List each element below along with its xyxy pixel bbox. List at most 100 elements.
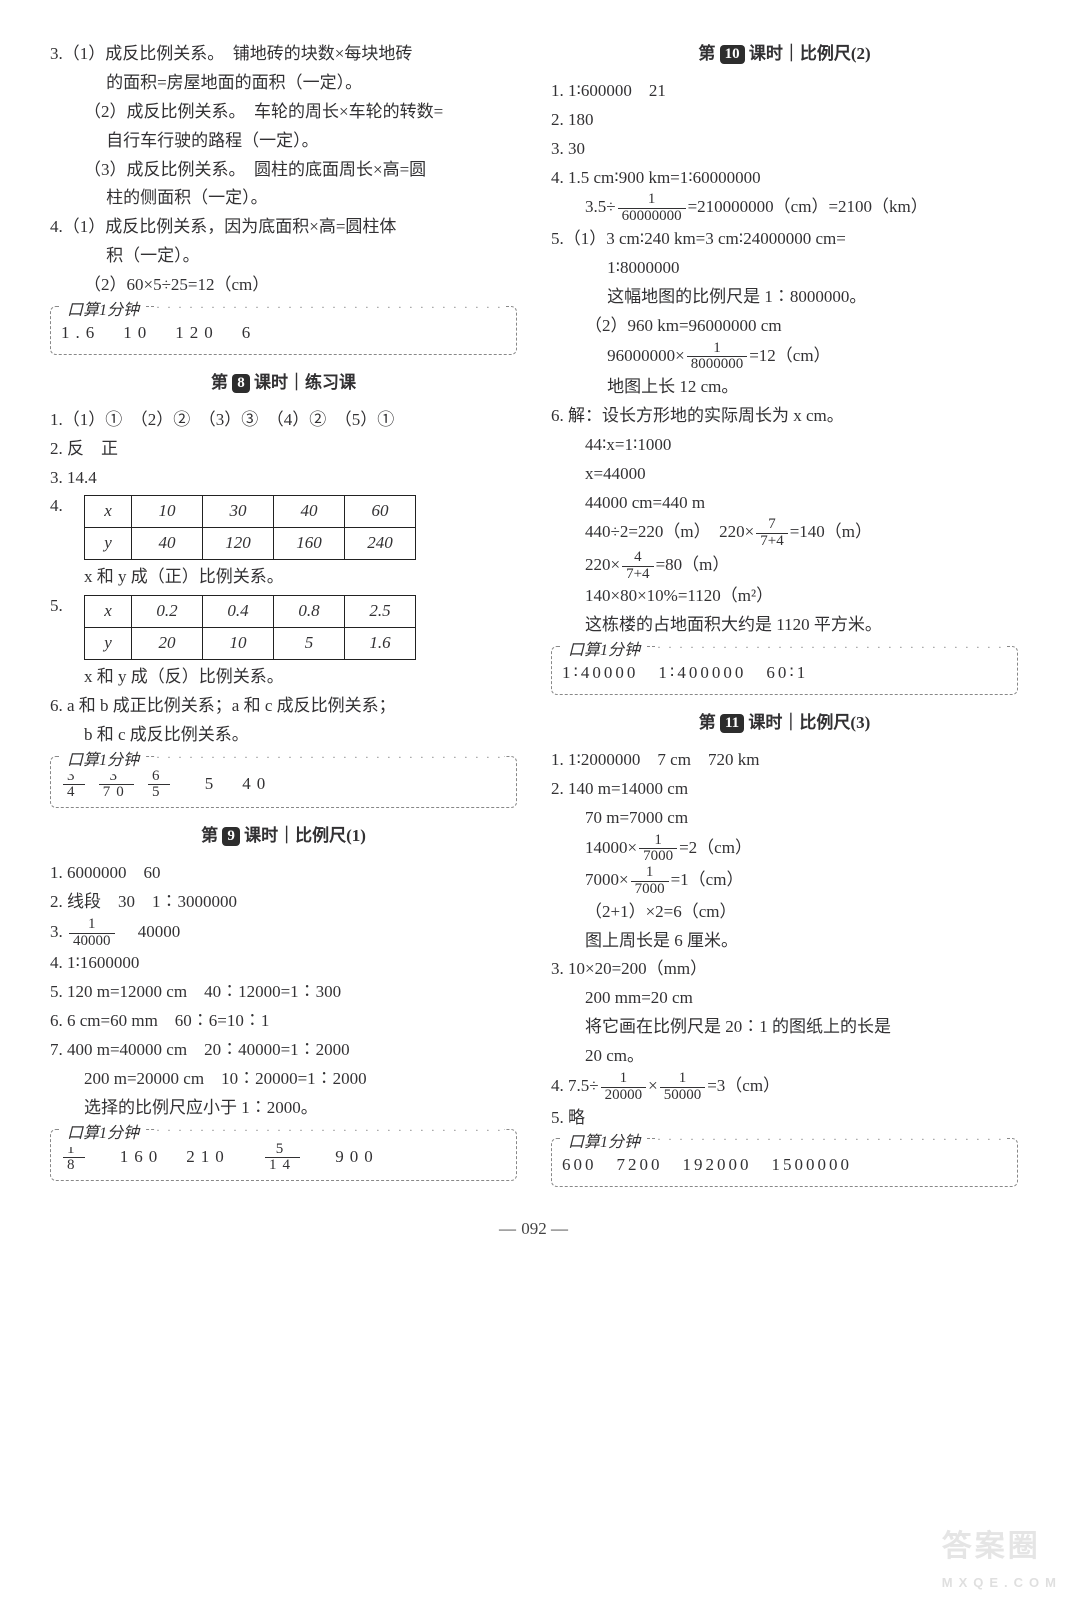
text: 3. 30 [551, 135, 1018, 164]
text: 5. 略 [551, 1104, 1018, 1133]
text: 200 m=20000 cm 10∶20000=1∶2000 [50, 1065, 517, 1094]
text: b 和 c 成反比例关系。 [50, 721, 517, 750]
text: 4. 7.5÷120000×150000=3（cm） [551, 1071, 1018, 1104]
text: 1. 6000000 60 [50, 859, 517, 888]
text: 1. 1∶2000000 7 cm 720 km [551, 746, 1018, 775]
text: （2）成反比例关系。 车轮的周长×车轮的转数= [50, 98, 517, 127]
section-title: 第 11 课时｜比例尺(3) [551, 709, 1018, 738]
text: 4. 1∶1600000 [50, 949, 517, 978]
text: 4.（1）成反比例关系，因为底面积×高=圆柱体 [50, 213, 517, 242]
text: 5.（1）3 cm∶240 km=3 cm∶24000000 cm= [551, 225, 1018, 254]
text: 3.5÷160000000=210000000（cm）=2100（km） [551, 192, 1018, 225]
table-row: x 0.2 0.4 0.8 2.5 [85, 596, 416, 628]
text: 柱的侧面积（一定）。 [50, 184, 517, 213]
fraction: 65 [148, 769, 170, 802]
text: 1.（1）① （2）② （3）③ （4）② （5）① [50, 406, 517, 435]
text: 的面积=房屋地面的面积（一定）。 [50, 69, 517, 98]
text: 将它画在比例尺是 20∶1 的图纸上的长是 [551, 1013, 1018, 1042]
table-row: y 20 10 5 1.6 [85, 628, 416, 660]
text: 3. 10×20=200（mm） [551, 955, 1018, 984]
mental-math-box: 口算1分钟 · · · · · · · · · · · · · · · · · … [50, 306, 517, 355]
text: x 和 y 成（反）比例关系。 [50, 663, 517, 692]
text: 3.（1）成反比例关系。 铺地砖的块数×每块地砖 [50, 40, 517, 69]
text: 2. 180 [551, 106, 1018, 135]
text: （3）成反比例关系。 圆柱的底面周长×高=圆 [50, 156, 517, 185]
text: 图上周长是 6 厘米。 [551, 927, 1018, 956]
fraction: 150000 [660, 1071, 706, 1104]
section-title: 第 8 课时｜练习课 [50, 369, 517, 398]
text: 3. 140000 40000 [50, 917, 517, 950]
mental-math-box: 口算1分钟 · · · · · · · · · · · · · · · · · … [551, 646, 1018, 695]
fraction: 120000 [601, 1071, 647, 1104]
text: 5. 120 m=12000 cm 40∶12000=1∶300 [50, 978, 517, 1007]
mental-math-box: 口算1分钟 · · · · · · · · · · · · · · · · · … [551, 1138, 1018, 1187]
box-title: 口算1分钟 [61, 297, 145, 324]
lesson-badge: 10 [720, 45, 745, 64]
text: 6. a 和 b 成正比例关系；a 和 c 成反比例关系； [50, 692, 517, 721]
mental-math-box: 口算1分钟 · · · · · · · · · · · · · · · · · … [50, 1129, 517, 1182]
table-5: x 0.2 0.4 0.8 2.5 y 20 10 5 1.6 [84, 595, 416, 660]
text: 2. 反 正 [50, 435, 517, 464]
text: 440÷2=220（m） 220×77+4=140（m） [551, 517, 1018, 550]
fraction: 17000 [631, 865, 669, 898]
text: 7. 400 m=40000 cm 20∶40000=1∶2000 [50, 1036, 517, 1065]
dots: · · · · · · · · · · · · · · · · · · · · … [156, 747, 504, 761]
text: x=44000 [551, 460, 1018, 489]
text: 4. 1.5 cm∶900 km=1∶60000000 [551, 164, 1018, 193]
text: 1∶8000000 [551, 254, 1018, 283]
text: 选择的比例尺应小于 1∶2000。 [50, 1094, 517, 1123]
text: 3. 14.4 [50, 464, 517, 493]
dots: · · · · · · · · · · · · · · · · · · · · … [657, 637, 1005, 651]
box-title: 口算1分钟 [61, 1120, 145, 1147]
text: 70 m=7000 cm [551, 804, 1018, 833]
text: （2）960 km=96000000 cm [551, 312, 1018, 341]
right-column: 第 10 课时｜比例尺(2) 1. 1∶600000 21 2. 180 3. … [551, 40, 1018, 1197]
text: 2. 线段 30 1∶3000000 [50, 888, 517, 917]
fraction: 77+4 [756, 517, 787, 550]
text: 44000 cm=440 m [551, 489, 1018, 518]
lesson-badge: 11 [720, 714, 744, 733]
text: 6. 6 cm=60 mm 60∶6=10∶1 [50, 1007, 517, 1036]
text: 20 cm。 [551, 1042, 1018, 1071]
text: （2）60×5÷25=12（cm） [50, 271, 517, 300]
section-title: 第 10 课时｜比例尺(2) [551, 40, 1018, 69]
text: x 和 y 成（正）比例关系。 [50, 563, 517, 592]
watermark: 答案圈 MXQE.COM [942, 1521, 1062, 1594]
page-number: — 092 — [50, 1215, 1018, 1244]
text: 这栋楼的占地面积大约是 1120 平方米。 [551, 611, 1018, 640]
dots: · · · · · · · · · · · · · · · · · · · · … [156, 1120, 504, 1134]
fraction: 140000 [69, 917, 115, 950]
text: 1. 1∶600000 21 [551, 77, 1018, 106]
text: 这幅地图的比例尺是 1∶8000000。 [551, 283, 1018, 312]
table-4: x 10 30 40 60 y 40 120 160 240 [84, 495, 416, 560]
text: 44∶x=1∶1000 [551, 431, 1018, 460]
text: 6. 解：设长方形地的实际周长为 x cm。 [551, 402, 1018, 431]
text: 自行车行驶的路程（一定）。 [50, 127, 517, 156]
table-row: x 10 30 40 60 [85, 496, 416, 528]
fraction: 47+4 [622, 550, 653, 583]
text: 14000×17000=2（cm） [551, 833, 1018, 866]
left-column: 3.（1）成反比例关系。 铺地砖的块数×每块地砖 的面积=房屋地面的面积（一定）… [50, 40, 517, 1197]
table-row: y 40 120 160 240 [85, 528, 416, 560]
text: 220×47+4=80（m） [551, 550, 1018, 583]
table-block: 5. x 0.2 0.4 0.8 2.5 y 20 10 5 1.6 [50, 592, 517, 663]
fraction: 18000000 [687, 341, 748, 374]
text: 200 mm=20 cm [551, 984, 1018, 1013]
text: 2. 140 m=14000 cm [551, 775, 1018, 804]
dots: · · · · · · · · · · · · · · · · · · · · … [657, 1129, 1005, 1143]
fraction: 17000 [639, 833, 677, 866]
box-title: 口算1分钟 [61, 747, 145, 774]
mental-math-box: 口算1分钟 · · · · · · · · · · · · · · · · · … [50, 756, 517, 809]
text: 地图上长 12 cm。 [551, 373, 1018, 402]
section-title: 第 9 课时｜比例尺(1) [50, 822, 517, 851]
lesson-badge: 9 [222, 827, 240, 846]
lesson-badge: 8 [232, 374, 250, 393]
text: 积（一定）。 [50, 242, 517, 271]
box-title: 口算1分钟 [562, 1129, 646, 1156]
text: 7000×17000=1（cm） [551, 865, 1018, 898]
box-title: 口算1分钟 [562, 637, 646, 664]
text: 140×80×10%=1120（m²） [551, 582, 1018, 611]
dots: · · · · · · · · · · · · · · · · · · · · … [156, 297, 504, 311]
text: 96000000×18000000=12（cm） [551, 341, 1018, 374]
fraction: 160000000 [618, 192, 686, 225]
